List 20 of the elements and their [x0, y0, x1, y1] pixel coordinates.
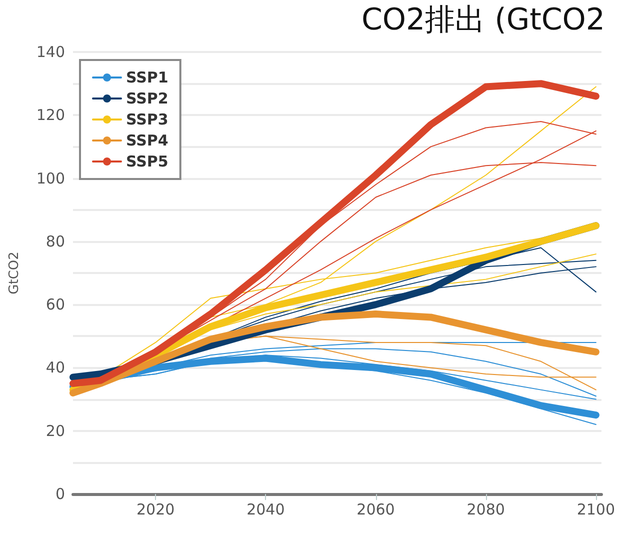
legend-label: SSP4 [126, 132, 168, 150]
y-tick-label: 40 [46, 358, 65, 377]
y-tick-label: 60 [46, 296, 65, 314]
y-tick-label: 0 [55, 485, 65, 503]
legend-label: SSP2 [126, 90, 168, 108]
y-tick-label: 120 [36, 106, 65, 124]
y-axis-title: GtCO2 [7, 252, 22, 294]
y-tick-label: 80 [46, 232, 65, 250]
x-tick-label: 2020 [136, 500, 175, 518]
y-tick-label: 20 [46, 422, 65, 440]
chart-title: CO2排出 (GtCO2 [361, 2, 605, 38]
x-tick-label: 2040 [246, 500, 285, 518]
x-tick-label: 2080 [466, 500, 505, 518]
y-tick-label: 140 [36, 43, 65, 61]
y-tick-label: 100 [36, 169, 65, 188]
x-tick-label: 2060 [356, 500, 395, 518]
legend-label: SSP5 [126, 152, 168, 170]
legend-label: SSP1 [126, 68, 168, 86]
legend-label: SSP3 [126, 110, 168, 128]
x-tick-label: 2100 [576, 500, 616, 518]
